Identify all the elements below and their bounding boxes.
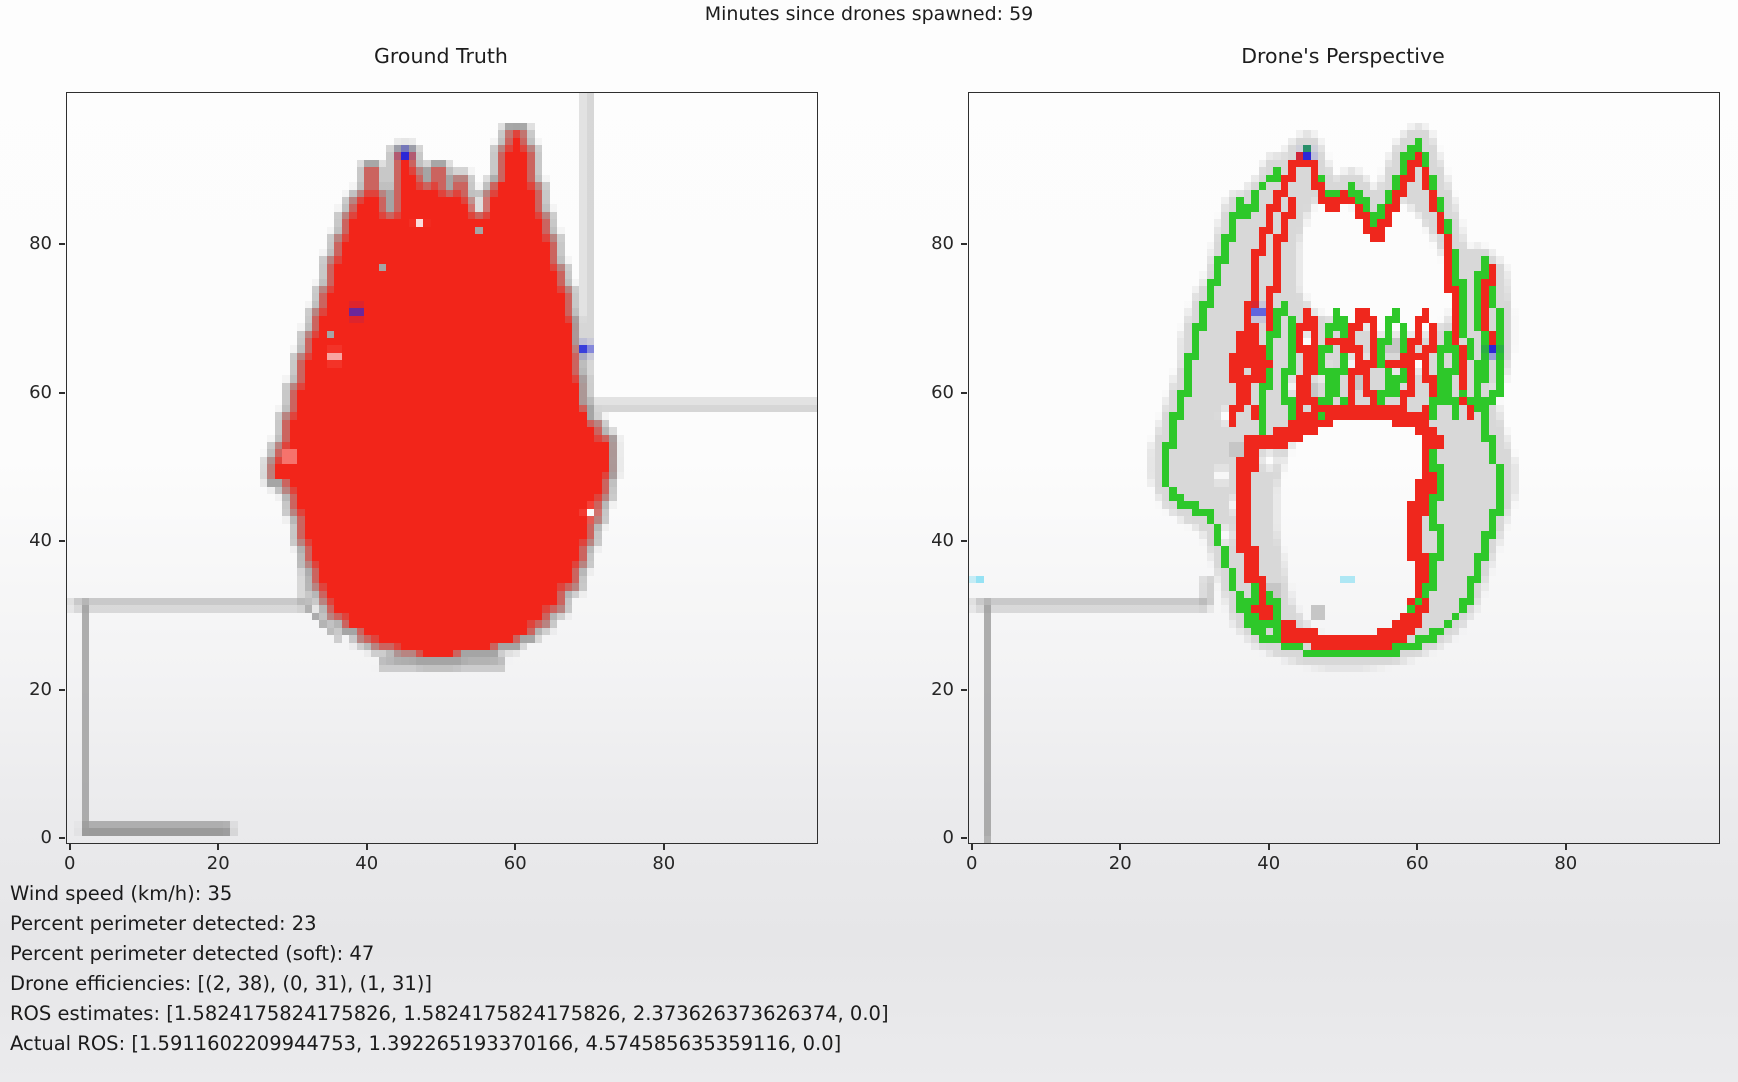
stat-actual-ros: Actual ROS: [1.5911602209944753, 1.39226… bbox=[10, 1032, 842, 1055]
y-tick-mark bbox=[58, 243, 65, 246]
y-tick-mark bbox=[960, 243, 967, 246]
x-tick-label: 0 bbox=[63, 853, 76, 874]
x-tick-mark bbox=[217, 844, 220, 850]
x-tick-label: 20 bbox=[206, 853, 230, 874]
x-tick-label: 60 bbox=[503, 853, 527, 874]
y-tick-label: 0 bbox=[40, 827, 52, 849]
x-tick-label: 20 bbox=[1108, 853, 1132, 874]
x-tick-mark bbox=[1564, 844, 1567, 850]
x-tick-mark bbox=[970, 844, 973, 850]
y-tick-mark bbox=[58, 540, 65, 543]
stat-ros-estimates: ROS estimates: [1.5824175824175826, 1.58… bbox=[10, 1002, 889, 1025]
x-tick-mark bbox=[68, 844, 71, 850]
x-tick-label: 0 bbox=[965, 853, 978, 874]
y-tick-label: 80 bbox=[29, 233, 52, 255]
y-tick-label: 80 bbox=[931, 233, 954, 255]
y-tick-label: 20 bbox=[29, 678, 52, 700]
y-tick-mark bbox=[58, 688, 65, 691]
x-tick-mark bbox=[365, 844, 368, 850]
y-tick-mark bbox=[960, 391, 967, 394]
x-tick-label: 60 bbox=[1405, 853, 1429, 874]
y-tick-mark bbox=[58, 391, 65, 394]
y-tick-label: 0 bbox=[942, 827, 954, 849]
x-tick-mark bbox=[514, 844, 517, 850]
figure-suptitle: Minutes since drones spawned: 59 bbox=[704, 3, 1034, 25]
x-tick-mark bbox=[1267, 844, 1270, 850]
drone-perspective-map-canvas bbox=[969, 93, 1719, 843]
y-tick-label: 40 bbox=[931, 530, 954, 552]
ground-truth-plot bbox=[66, 92, 818, 844]
ground-truth-map-canvas bbox=[67, 93, 817, 843]
stat-percent-perimeter-detected-soft: Percent perimeter detected (soft): 47 bbox=[10, 942, 375, 965]
x-tick-mark bbox=[1119, 844, 1122, 850]
x-tick-label: 80 bbox=[1554, 853, 1578, 874]
y-tick-mark bbox=[960, 540, 967, 543]
y-tick-label: 20 bbox=[931, 678, 954, 700]
y-tick-mark bbox=[58, 837, 65, 840]
plot-title-ground-truth: Ground Truth bbox=[374, 44, 508, 68]
y-tick-label: 60 bbox=[931, 381, 954, 403]
x-tick-mark bbox=[662, 844, 665, 850]
x-tick-label: 40 bbox=[355, 853, 379, 874]
y-tick-label: 40 bbox=[29, 530, 52, 552]
drone-perspective-plot bbox=[968, 92, 1720, 844]
stat-percent-perimeter-detected: Percent perimeter detected: 23 bbox=[10, 912, 317, 935]
x-tick-mark bbox=[1416, 844, 1419, 850]
stat-wind-speed: Wind speed (km/h): 35 bbox=[10, 882, 233, 905]
y-tick-mark bbox=[960, 688, 967, 691]
y-tick-label: 60 bbox=[29, 381, 52, 403]
plot-title-drone-perspective: Drone's Perspective bbox=[1241, 44, 1445, 68]
y-tick-mark bbox=[960, 837, 967, 840]
stat-drone-efficiencies: Drone efficiencies: [(2, 38), (0, 31), (… bbox=[10, 972, 433, 995]
simulation-stats-block: Wind speed (km/h): 35 Percent perimeter … bbox=[10, 879, 889, 1059]
x-tick-label: 40 bbox=[1257, 853, 1281, 874]
x-tick-label: 80 bbox=[652, 853, 676, 874]
